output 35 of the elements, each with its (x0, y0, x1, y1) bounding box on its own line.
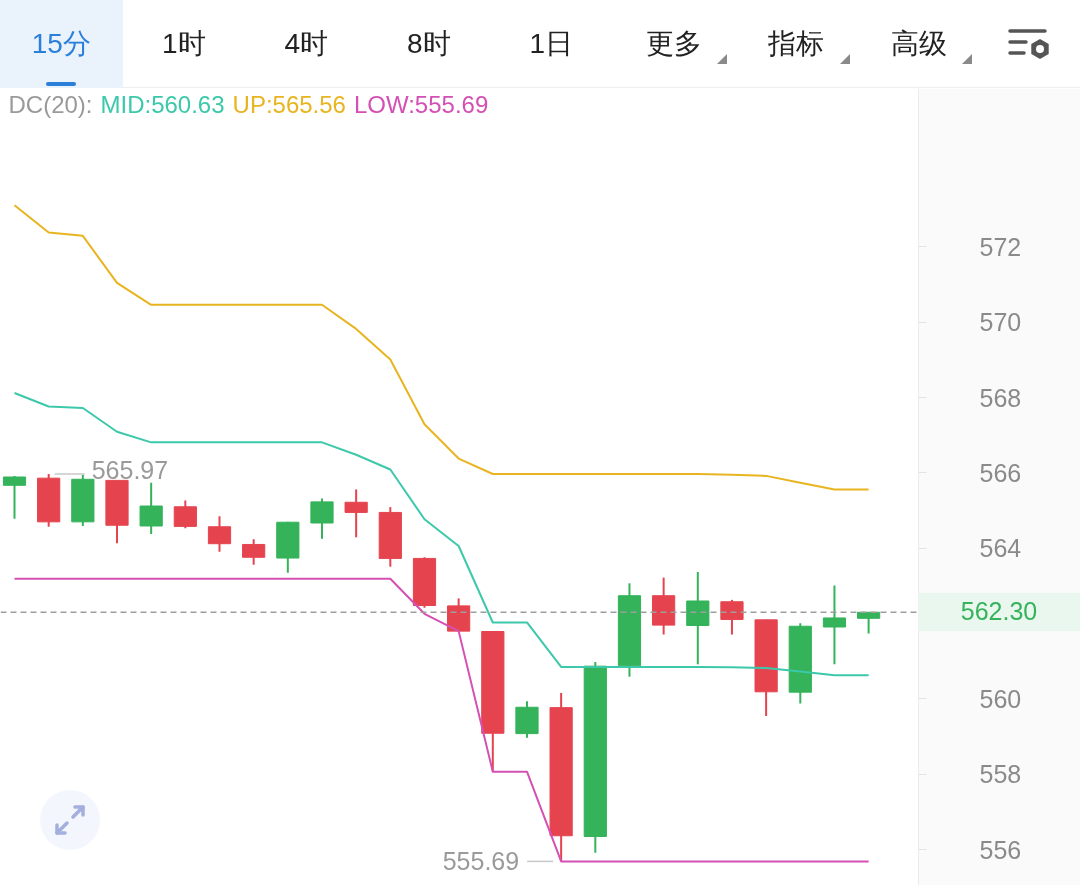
candlestick (310, 497, 334, 540)
text: 指标 (767, 27, 826, 61)
y-tick-label: 566 (979, 458, 1022, 487)
candlestick (822, 584, 847, 666)
text: LOW:555.69 (353, 91, 489, 118)
chart-title: 15分 (0, 0, 123, 88)
candlestick (207, 515, 232, 553)
text: 更多 (644, 27, 703, 61)
candlestick (857, 611, 881, 635)
candlestick (242, 538, 266, 566)
text: 4时 (283, 27, 330, 61)
y-tick-label: 572 (979, 232, 1022, 261)
y-tick-label: 564 (979, 534, 1022, 563)
candlestick (720, 598, 744, 636)
text: MID:560.63 (100, 91, 225, 118)
text: 8时 (405, 27, 452, 61)
y-tick-label: 560 (979, 684, 1022, 713)
text: UP:565.56 (232, 91, 346, 118)
y-tick-label: 556 (979, 835, 1022, 864)
candlestick (139, 481, 163, 535)
ref-line-label: 562.30 (918, 592, 1080, 631)
candlestick (2, 474, 27, 520)
text: 1时 (160, 27, 207, 61)
candlestick (173, 499, 197, 530)
y-tick-label: 570 (979, 308, 1022, 337)
candlestick (344, 488, 368, 539)
y-tick-label: 558 (979, 760, 1022, 789)
annotation: 555.69 (442, 847, 520, 876)
line-series (13, 204, 870, 491)
legend-title: DC(20): (8, 91, 93, 118)
text: 高级 (889, 27, 948, 61)
annotation: 565.97 (91, 456, 169, 484)
text: 1日 (528, 27, 575, 61)
line-series (13, 391, 870, 677)
y-tick-label: 568 (979, 383, 1022, 412)
